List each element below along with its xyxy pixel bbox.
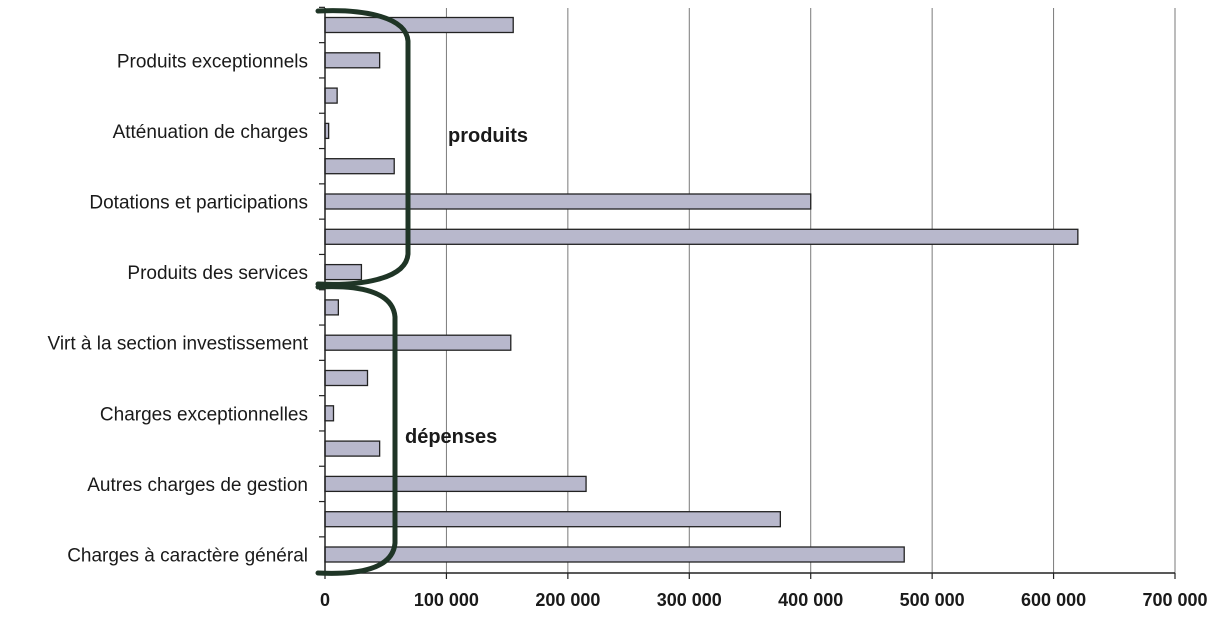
group-label-0: produits xyxy=(448,125,528,147)
category-label-13: Autres charges de gestion xyxy=(87,475,308,496)
bar-10 xyxy=(324,369,369,387)
bar-6 xyxy=(324,228,1079,245)
brace-layer: produits dépenses xyxy=(315,8,528,576)
bar-5 xyxy=(324,193,812,210)
category-label-15: Charges à caractère général xyxy=(67,546,308,567)
axis-layer xyxy=(319,6,1176,579)
bar-1 xyxy=(324,52,381,69)
x-tick-label-1: 100 000 xyxy=(414,590,479,610)
category-label-9: Virt à la section investissement xyxy=(48,334,309,355)
x-tick-label-6: 600 000 xyxy=(1021,590,1086,610)
x-tick-label-4: 400 000 xyxy=(778,590,843,610)
category-label-5: Dotations et participations xyxy=(89,193,308,214)
bar-layer xyxy=(324,16,1079,563)
x-tick-label-7: 700 000 xyxy=(1142,590,1207,610)
group-label-1: dépenses xyxy=(405,426,497,448)
x-tick-label-2: 200 000 xyxy=(535,590,600,610)
bar-15 xyxy=(324,546,905,563)
bar-2 xyxy=(324,87,338,104)
grid-layer xyxy=(445,8,1176,573)
bar-11 xyxy=(324,405,335,422)
bar-7 xyxy=(324,263,363,281)
bar-4 xyxy=(324,158,395,175)
category-label-7: Produits des services xyxy=(127,263,308,284)
x-tick-label-0: 0 xyxy=(320,590,330,610)
category-label-11: Charges exceptionnelles xyxy=(100,404,308,425)
bar-0 xyxy=(324,16,514,34)
group-brace-1 xyxy=(315,284,398,576)
tick-layer: 0 100 000 200 000 300 000 400 000 500 000 600 … xyxy=(320,590,1208,610)
bar-13 xyxy=(324,475,587,493)
group-brace-0 xyxy=(315,8,411,287)
bar-9 xyxy=(324,334,512,351)
category-label-3: Atténuation de charges xyxy=(113,122,308,143)
x-tick-label-5: 500 000 xyxy=(900,590,965,610)
bar-8 xyxy=(324,299,340,316)
x-tick-label-3: 300 000 xyxy=(657,590,722,610)
label-layer: Produits exceptionnels Atténuation de cha… xyxy=(48,51,309,566)
bar-12 xyxy=(324,440,381,457)
category-label-1: Produits exceptionnels xyxy=(117,51,308,72)
